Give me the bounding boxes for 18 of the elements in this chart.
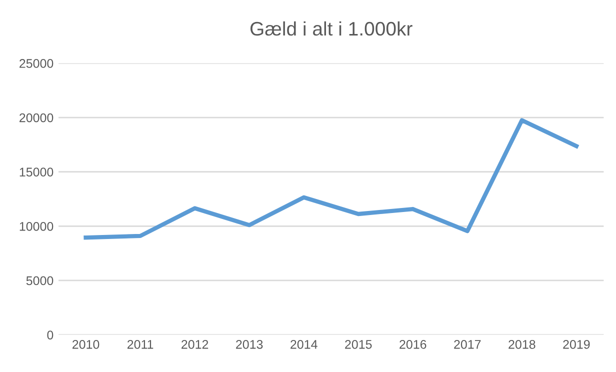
x-tick-label: 2011	[127, 340, 154, 349]
x-tick-label: 2013	[236, 340, 263, 349]
x-tick-label: 2015	[345, 340, 372, 349]
y-tick-label: 20000	[20, 113, 54, 122]
chart-title: Gæld i alt i 1.000kr	[250, 21, 412, 36]
x-tick-label: 2018	[508, 340, 536, 349]
y-tick-label: 25000	[20, 59, 54, 68]
y-tick-label: 5000	[26, 276, 54, 286]
x-tick-label: 2014	[290, 340, 318, 349]
y-tick-label: 15000	[20, 168, 54, 177]
x-tick-label: 2019	[563, 340, 590, 349]
y-tick-label: 0	[47, 330, 54, 340]
x-tick-label: 2012	[182, 340, 208, 349]
y-tick-label: 10000	[20, 222, 54, 231]
x-tick-label: 2010	[72, 340, 100, 349]
x-tick-label: 2016	[400, 340, 426, 349]
line-series	[84, 118, 579, 240]
x-tick-label: 2017	[454, 340, 481, 349]
